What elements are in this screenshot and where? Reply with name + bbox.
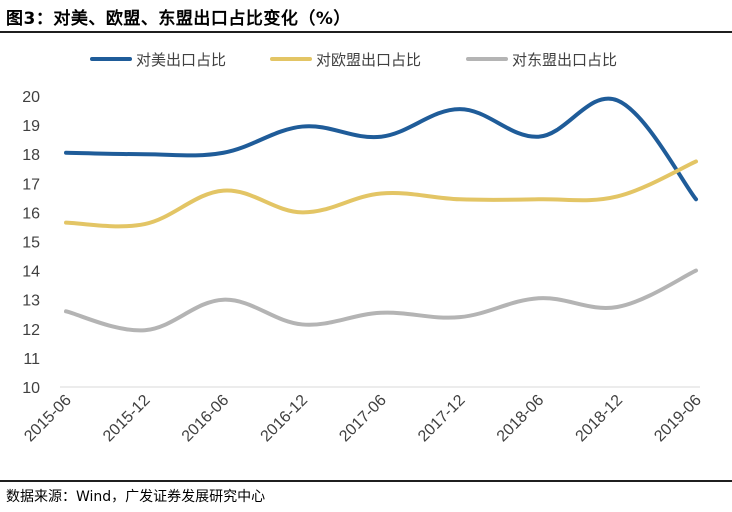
y-tick-label: 12 (22, 322, 40, 339)
y-tick-label: 16 (22, 205, 40, 222)
x-axis-ticks: 2015-06 2015-12 2016-06 2016-12 2017-06 2017-… (21, 392, 705, 446)
y-tick-label: 11 (23, 351, 40, 368)
source-rule (0, 480, 732, 482)
x-tick-label: 2015-06 (21, 392, 75, 446)
x-tick-label: 2016-06 (179, 392, 233, 446)
y-tick-label: 18 (22, 147, 40, 164)
y-tick-label: 14 (22, 264, 40, 281)
legend-label-2: 对东盟出口占比 (512, 51, 617, 69)
series-line-2 (64, 268, 698, 333)
x-tick-label: 2017-12 (415, 392, 469, 446)
line-chart: 对美出口占比 对欧盟出口占比 对东盟出口占比 1011121314151617181… (21, 51, 705, 446)
y-tick-label: 19 (22, 118, 40, 135)
y-tick-label: 20 (22, 89, 40, 106)
series-lines (64, 96, 698, 333)
y-tick-label: 17 (22, 176, 40, 193)
source-note: 数据来源：Wind，广发证券发展研究中心 (6, 489, 266, 505)
title-rule (0, 31, 732, 33)
y-tick-label: 10 (22, 380, 40, 397)
legend: 对美出口占比 对欧盟出口占比 对东盟出口占比 (90, 51, 617, 69)
x-tick-label: 2015-12 (100, 392, 154, 446)
x-tick-label: 2019-06 (651, 392, 705, 446)
y-tick-label: 13 (22, 293, 40, 310)
figure-title: 图3：对美、欧盟、东盟出口占比变化（%） (6, 9, 351, 29)
series-line-1 (64, 159, 698, 229)
legend-label-1: 对欧盟出口占比 (316, 51, 421, 69)
x-tick-label: 2017-06 (336, 392, 390, 446)
x-tick-label: 2018-06 (494, 392, 548, 446)
y-axis-ticks: 10 11 12 13 14 15 16 17 18 19 20 (22, 89, 40, 397)
x-tick-label: 2016-12 (258, 392, 312, 446)
x-tick-label: 2018-12 (573, 392, 627, 446)
legend-label-0: 对美出口占比 (136, 51, 226, 69)
series-line-0 (64, 96, 698, 202)
y-tick-label: 15 (22, 235, 40, 252)
